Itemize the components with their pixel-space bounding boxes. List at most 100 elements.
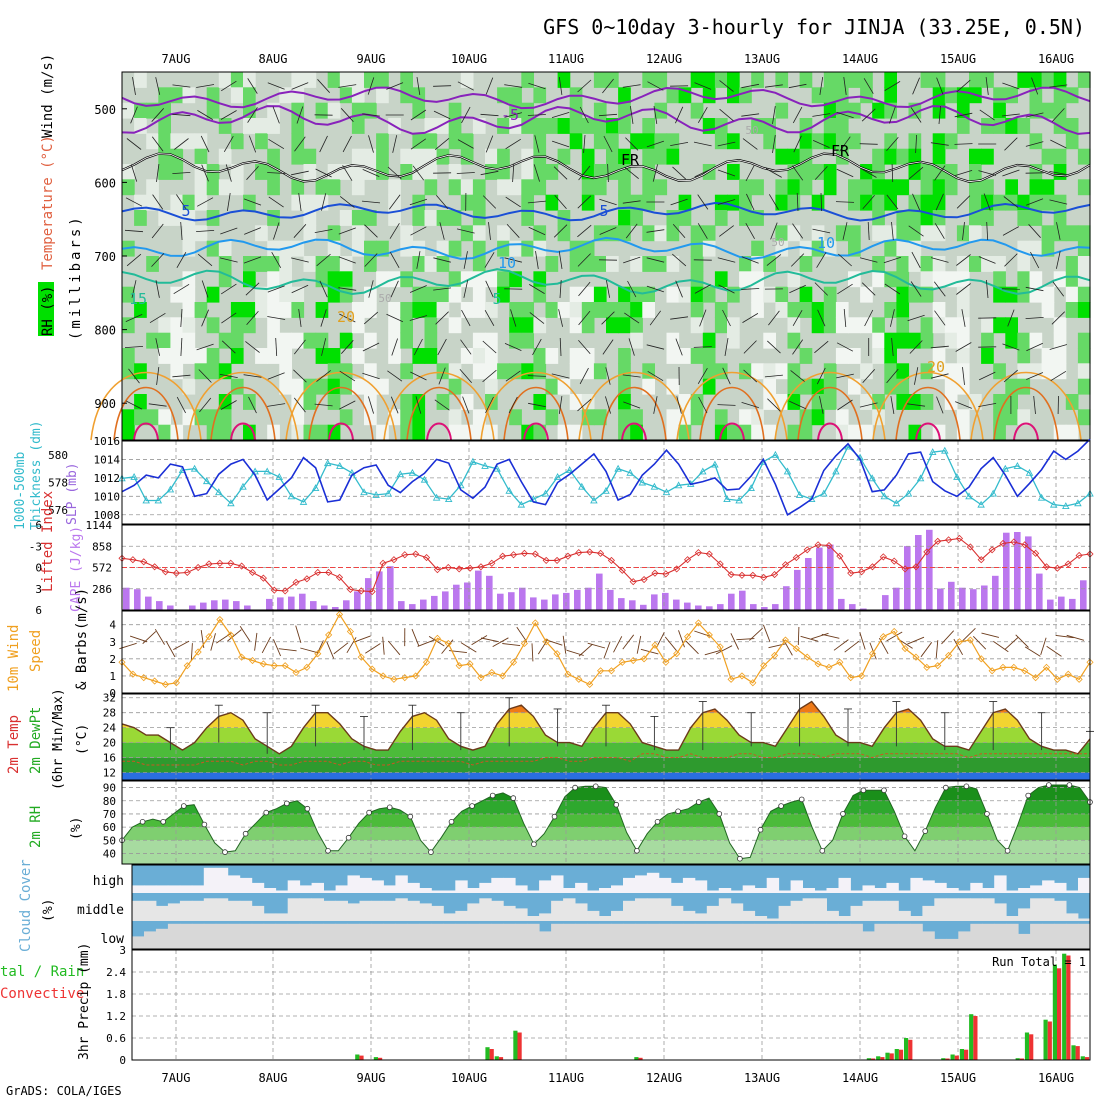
precip-convective-bar [378,1057,383,1060]
rh-cell [485,148,498,165]
cloud-low-cell [275,923,289,949]
rh-cell [666,133,680,150]
cloud-middle-cell [994,903,1007,921]
wind-barb [125,197,143,207]
li-point [564,552,572,560]
rh-cell [642,302,655,318]
wind-barb [1028,224,1041,238]
thickness-point [977,500,985,508]
cape-bar [398,601,405,610]
rh-cell [896,225,910,242]
rh-cell [533,179,547,196]
wind-speed-point [433,634,441,642]
wind-barb [190,643,193,662]
rh-cell [799,148,813,165]
wind-barb [409,315,428,321]
wind-barb [391,338,398,356]
rh-cell [666,348,680,364]
wind-speed-point [640,655,648,663]
isotherm-25-lobe [993,386,1059,441]
wind-barb [554,194,567,210]
rh-cell [497,271,510,288]
wind-barb [956,283,971,295]
rh-cell [158,348,171,364]
rh-cell [146,256,159,272]
rh-cell [884,363,897,380]
rh-cell [969,394,982,410]
cape-bar [156,601,163,610]
wind-barb [482,369,497,383]
dewpoint-line [122,753,1090,766]
rh-cell [230,87,244,104]
cloud-high-cell [982,888,995,893]
rh-cell [702,225,716,242]
rh-cell [690,302,704,318]
rh-point [634,847,640,854]
rh-point [860,787,867,793]
rh-cell [702,363,716,380]
cloud-middle-cell [371,900,384,921]
wind-barb [410,109,427,121]
cape-bar [761,607,768,610]
contour-label: 10 [498,254,516,272]
rh-cell [690,286,704,303]
isotherm-25-lobe [797,386,863,441]
wind-barb [333,642,349,655]
cloud-low-cell [982,923,995,949]
cape-bar [926,529,933,610]
wind-barb [920,642,933,658]
rh-cell [279,302,292,318]
wind-tick-label: 3 [109,636,116,649]
rh-cell [835,72,849,88]
wind-barb [130,164,138,182]
thickness-point [928,448,937,456]
rh-point [181,803,187,809]
isotherm-20-lobe [480,371,592,441]
wind-barb [151,223,164,239]
rh-cell [630,409,643,426]
rh-cell [412,302,426,318]
rh-cell [823,286,837,303]
wind-barb [811,632,829,640]
cloud-level-label: high [93,874,124,889]
rh-cell [218,148,232,165]
rh-cell [158,118,171,134]
isotherm-30-lobe [817,422,843,441]
wind-speed-point [346,627,354,636]
rh-cell [521,210,534,226]
cloud-low-cell [838,923,851,949]
rh-cell [557,148,571,165]
rh-cell [569,302,583,318]
rh-cell [981,118,994,134]
wind-barb [577,224,592,238]
cape-bar [1014,532,1021,610]
rh-cell [642,286,655,303]
precip-total-bar [885,1052,890,1060]
rh-cell [775,179,789,196]
rh-cell [1077,256,1091,272]
top-date-label: 14AUG [842,52,878,66]
wind-barb [516,626,528,643]
rh-cell [158,148,171,165]
rh-cell [351,210,365,226]
cloud-middle-cell [1030,898,1043,921]
precip-convective-bar [1047,1021,1052,1060]
wind-barb [1050,370,1067,382]
rh-point [345,834,352,841]
wind-barb [891,337,894,357]
wind-barb [460,339,472,355]
rh-point [963,783,970,790]
rh-cell [170,332,184,349]
rh-cell [690,271,704,288]
rh-cell [303,225,317,242]
wind-barb [983,193,991,211]
wind-barb [819,396,824,414]
wind-barb [717,141,736,147]
rh-cell [267,102,280,119]
li-point [531,550,539,558]
isotherm-25-lobe [113,386,179,441]
wind-speed-point [248,656,257,665]
rh-cell [848,72,861,88]
cape-bar [992,575,999,610]
